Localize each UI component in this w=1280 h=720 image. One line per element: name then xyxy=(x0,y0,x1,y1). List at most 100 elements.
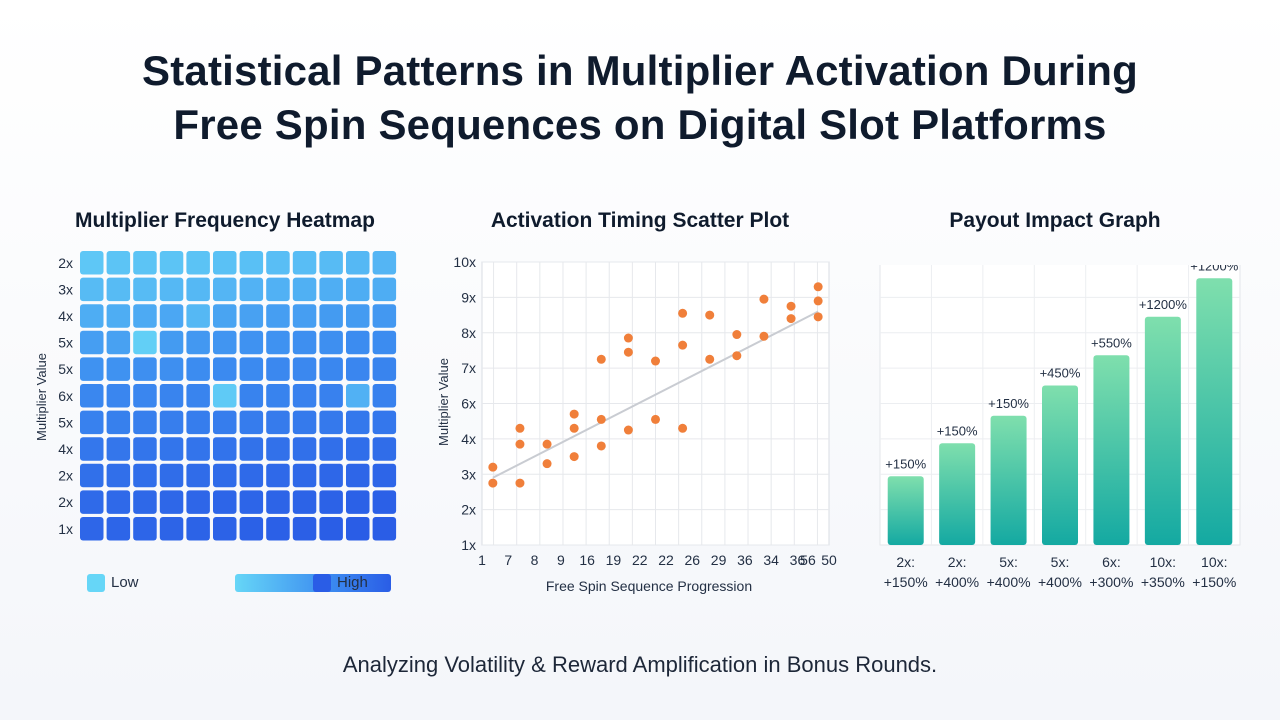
heatmap-cell xyxy=(346,437,370,461)
scatter-point xyxy=(623,333,633,343)
heatmap-cell xyxy=(266,437,290,461)
scatter-x-tick-label: 22 xyxy=(632,552,648,568)
heatmap-cell xyxy=(266,410,290,435)
scatter-point xyxy=(488,478,498,488)
heatmap-cell xyxy=(80,463,104,488)
heatmap-cell xyxy=(292,251,317,275)
scatter-x-tick-label: 34 xyxy=(763,552,779,568)
heatmap-cell xyxy=(292,277,317,302)
legend-low-label: Low xyxy=(111,574,139,591)
heatmap-cell xyxy=(213,357,237,381)
heatmap-cell xyxy=(213,410,237,435)
scatter-point xyxy=(786,314,796,324)
scatter-x-tick-label: 36 xyxy=(790,552,806,568)
heatmap-cell xyxy=(239,517,264,541)
scatter-title: Activation Timing Scatter Plot xyxy=(490,209,790,232)
heatmap-cell xyxy=(239,357,264,381)
heatmap-cell xyxy=(372,330,397,355)
heatmap-cell xyxy=(213,277,237,302)
scatter-x-tick-label: 26 xyxy=(685,552,701,568)
heatmap-cell xyxy=(266,304,290,328)
heatmap-cell xyxy=(372,304,397,328)
scatter-point xyxy=(488,462,498,472)
heatmap-cell xyxy=(133,304,157,328)
scatter-point xyxy=(678,340,688,350)
heatmap-cell xyxy=(80,384,104,408)
heatmap-chart: Multiplier Value 2x 3x 4x 5x 5x 6x 5x 4x 2x 2x 1x xyxy=(34,251,397,541)
heatmap-row-label: 4x xyxy=(58,308,73,324)
scatter-y-tick-label: 3x xyxy=(461,466,476,482)
heatmap-legend: Low High xyxy=(87,573,391,595)
heatmap-cell xyxy=(186,330,210,355)
heatmap-cell xyxy=(346,330,370,355)
scatter-y-tick-label: 1x xyxy=(461,537,476,553)
heatmap-cell xyxy=(319,330,343,355)
legend-low-swatch xyxy=(87,574,105,592)
heatmap-cell xyxy=(319,384,343,408)
heatmap-cell xyxy=(106,410,131,435)
scatter-point xyxy=(678,423,688,433)
payout-bar xyxy=(1093,355,1130,545)
heatmap-cell xyxy=(80,304,104,328)
heatmap-cell xyxy=(266,517,290,541)
heatmap-cell xyxy=(133,251,157,275)
scatter-y-tick-label: 4x xyxy=(461,431,476,447)
heatmap-cell xyxy=(186,490,210,514)
heatmap-cell xyxy=(239,410,264,435)
legend-high-swatch xyxy=(313,574,331,592)
heatmap-cell xyxy=(319,304,343,328)
payout-category-label: 5x: xyxy=(1051,554,1070,570)
scatter-point xyxy=(515,439,525,449)
heatmap-cell xyxy=(346,410,370,435)
payout-title: Payout Impact Graph xyxy=(949,209,1161,232)
heatmap-cell xyxy=(186,410,210,435)
heatmap-cell xyxy=(266,490,290,514)
heatmap-cell xyxy=(292,304,317,328)
heatmap-cell xyxy=(292,517,317,541)
heatmap-cell xyxy=(80,277,104,302)
heatmap-cell xyxy=(159,384,184,408)
scatter-point xyxy=(596,414,606,424)
heatmap-cell xyxy=(159,517,184,541)
heatmap-cell xyxy=(159,330,184,355)
scatter-point xyxy=(596,441,606,451)
heatmap-cell xyxy=(159,304,184,328)
scatter-y-tick-label: 8x xyxy=(461,325,476,341)
payout-category-label: +400% xyxy=(987,574,1031,590)
scatter-x-tick-label: 22 xyxy=(658,552,674,568)
scatter-point xyxy=(813,312,823,322)
payout-value-label: +1200% xyxy=(1139,297,1188,312)
heatmap-cell xyxy=(319,490,343,514)
heatmap-cell xyxy=(186,251,210,275)
scatter-ylabel: Multiplier Value xyxy=(436,358,451,446)
heatmap-cell xyxy=(292,330,317,355)
heatmap-cell xyxy=(372,437,397,461)
scatter-point xyxy=(569,452,579,462)
heatmap-cell xyxy=(159,463,184,488)
payout-value-label: +450% xyxy=(1040,366,1081,381)
heatmap-cell xyxy=(213,384,237,408)
scatter-x-tick-label: 56 xyxy=(800,552,816,568)
payout-bar xyxy=(990,415,1027,545)
heatmap-cell xyxy=(372,410,397,435)
payout-value-label: +1200% xyxy=(1190,265,1239,273)
scatter-chart: Multiplier Value Free Spin Sequence Prog… xyxy=(436,254,837,594)
scatter-y-tick-label: 2x xyxy=(461,502,476,518)
scatter-point xyxy=(678,308,688,318)
scatter-point xyxy=(813,296,823,306)
heatmap-cell xyxy=(372,277,397,302)
scatter-x-tick-label: 1 xyxy=(478,552,486,568)
heatmap-row-label: 2x xyxy=(58,494,73,510)
heatmap-cell xyxy=(133,357,157,381)
scatter-point xyxy=(732,330,742,340)
heatmap-cell xyxy=(106,437,131,461)
heatmap-cell xyxy=(346,357,370,381)
legend-high-label: High xyxy=(337,574,368,591)
scatter-point xyxy=(705,310,715,320)
payout-category-label: +400% xyxy=(1038,574,1082,590)
heatmap-cell xyxy=(239,251,264,275)
heatmap-title: Multiplier Frequency Heatmap xyxy=(75,209,375,232)
heatmap-cell xyxy=(319,277,343,302)
scatter-point xyxy=(569,409,579,419)
heatmap-cell xyxy=(80,357,104,381)
